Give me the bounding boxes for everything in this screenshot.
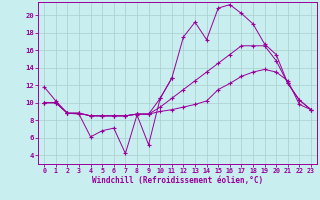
X-axis label: Windchill (Refroidissement éolien,°C): Windchill (Refroidissement éolien,°C) [92, 176, 263, 185]
